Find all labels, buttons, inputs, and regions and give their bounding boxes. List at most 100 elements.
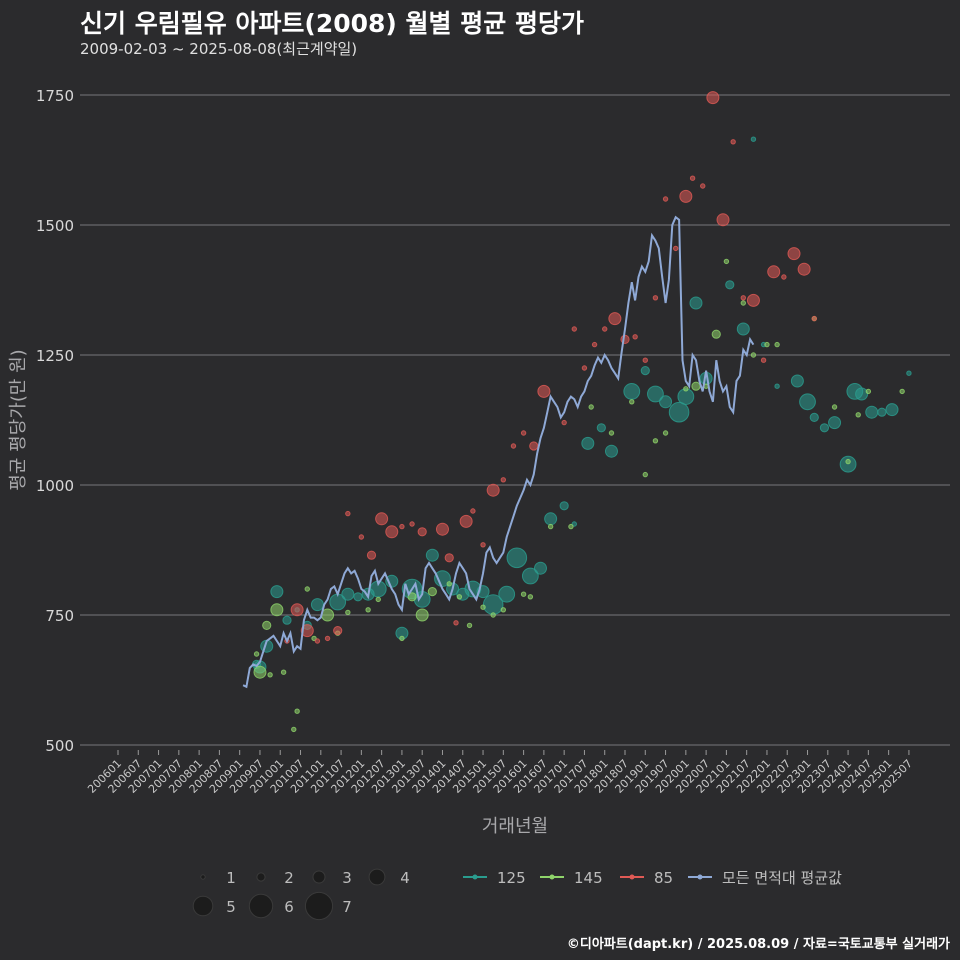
y-tick-label: 750: [45, 607, 74, 625]
data-point-85: [652, 295, 659, 301]
data-point-85: [435, 522, 449, 536]
data-point-85: [781, 274, 787, 280]
data-point-145: [568, 523, 574, 530]
data-point-85: [787, 247, 801, 261]
data-point-145: [304, 586, 310, 592]
data-point-145: [520, 591, 527, 597]
data-point-145: [527, 594, 534, 600]
legend-series-dot: [697, 874, 703, 880]
data-point-85: [632, 334, 638, 340]
data-point-125: [559, 501, 569, 511]
y-tick-label: 1750: [36, 87, 74, 105]
data-point-85: [730, 139, 736, 145]
y-tick-label: 1250: [36, 347, 74, 365]
data-point-85: [444, 553, 454, 563]
data-point-85: [642, 357, 648, 363]
data-point-145: [547, 523, 554, 530]
data-point-85: [716, 213, 730, 227]
data-point-145: [642, 471, 648, 478]
legend-size-label: 2: [284, 869, 294, 887]
data-point-145: [456, 594, 463, 600]
data-point-145: [865, 388, 872, 395]
y-tick-label: 1000: [36, 477, 74, 495]
data-point-145: [500, 607, 507, 613]
data-point-85: [459, 514, 473, 528]
data-point-85: [689, 175, 696, 181]
data-point-145: [845, 458, 851, 465]
data-point-125: [855, 387, 869, 401]
data-point-125: [668, 401, 690, 423]
legend-series-dot: [549, 874, 555, 880]
data-point-145: [253, 651, 260, 657]
data-point-85: [453, 620, 459, 626]
data-point-85: [486, 483, 500, 497]
data-point-85: [673, 245, 679, 252]
data-point-145: [415, 608, 429, 622]
y-tick-labels: 500 750 1000 1250 1500 1750: [36, 87, 74, 755]
legend-size-label: 5: [226, 898, 236, 916]
grid-lines: [80, 94, 950, 746]
data-point-145: [629, 399, 635, 405]
chart-title: 신기 우림필유 아파트(2008) 월별 평균 평당가: [80, 9, 584, 38]
data-point-85: [399, 523, 405, 530]
data-point-125: [809, 412, 819, 422]
data-point-145: [407, 592, 417, 602]
data-point-125: [623, 383, 641, 400]
legend-series-dot: [629, 874, 635, 880]
data-point-125: [498, 585, 516, 603]
data-point-125: [865, 405, 879, 419]
data-point-85: [366, 550, 377, 560]
data-point-145: [750, 352, 757, 358]
data-point-85: [375, 512, 389, 526]
data-point-145: [764, 341, 770, 348]
data-point-125: [799, 393, 816, 411]
data-point-85: [300, 624, 314, 638]
data-point-145: [253, 665, 267, 679]
data-point-85: [470, 508, 476, 514]
legend-size-label: 3: [342, 869, 352, 887]
data-point-85: [811, 315, 817, 322]
data-point-85: [740, 295, 746, 301]
legend-size-marker: [312, 870, 326, 884]
data-point-145: [270, 603, 284, 617]
data-point-145: [375, 596, 381, 603]
data-point-125: [906, 370, 912, 376]
average-line: [242, 215, 755, 689]
data-point-85: [529, 441, 539, 451]
data-point-85: [706, 91, 720, 105]
data-point-85: [358, 534, 365, 540]
data-point-125: [828, 416, 842, 430]
data-point-125: [647, 385, 664, 403]
data-point-85: [409, 521, 415, 527]
data-point-145: [267, 672, 273, 678]
scatter-points: [251, 91, 912, 733]
data-point-145: [345, 609, 351, 616]
y-tick-label: 500: [45, 737, 74, 755]
legend-series-label: 145: [574, 869, 603, 887]
data-point-85: [290, 603, 304, 617]
data-point-125: [282, 615, 292, 625]
data-point-85: [324, 635, 331, 642]
data-point-85: [537, 384, 551, 398]
data-point-85: [571, 326, 577, 332]
data-point-145: [427, 587, 437, 597]
data-point-85: [760, 357, 767, 363]
data-point-145: [740, 300, 746, 306]
data-point-125: [659, 395, 673, 409]
data-point-145: [466, 622, 473, 629]
legend-size-marker: [368, 868, 386, 886]
data-point-145: [652, 438, 659, 444]
data-point-145: [446, 581, 452, 587]
data-point-125: [270, 585, 284, 599]
data-point-145: [480, 604, 486, 610]
data-point-145: [294, 708, 300, 714]
data-point-125: [521, 567, 539, 585]
legend-series-label: 85: [654, 869, 673, 887]
data-point-145: [711, 329, 721, 339]
data-point-125: [640, 366, 650, 376]
legend-series-label: 125: [497, 869, 526, 887]
data-point-125: [790, 374, 804, 388]
data-point-145: [831, 404, 838, 410]
data-point-85: [767, 265, 781, 279]
